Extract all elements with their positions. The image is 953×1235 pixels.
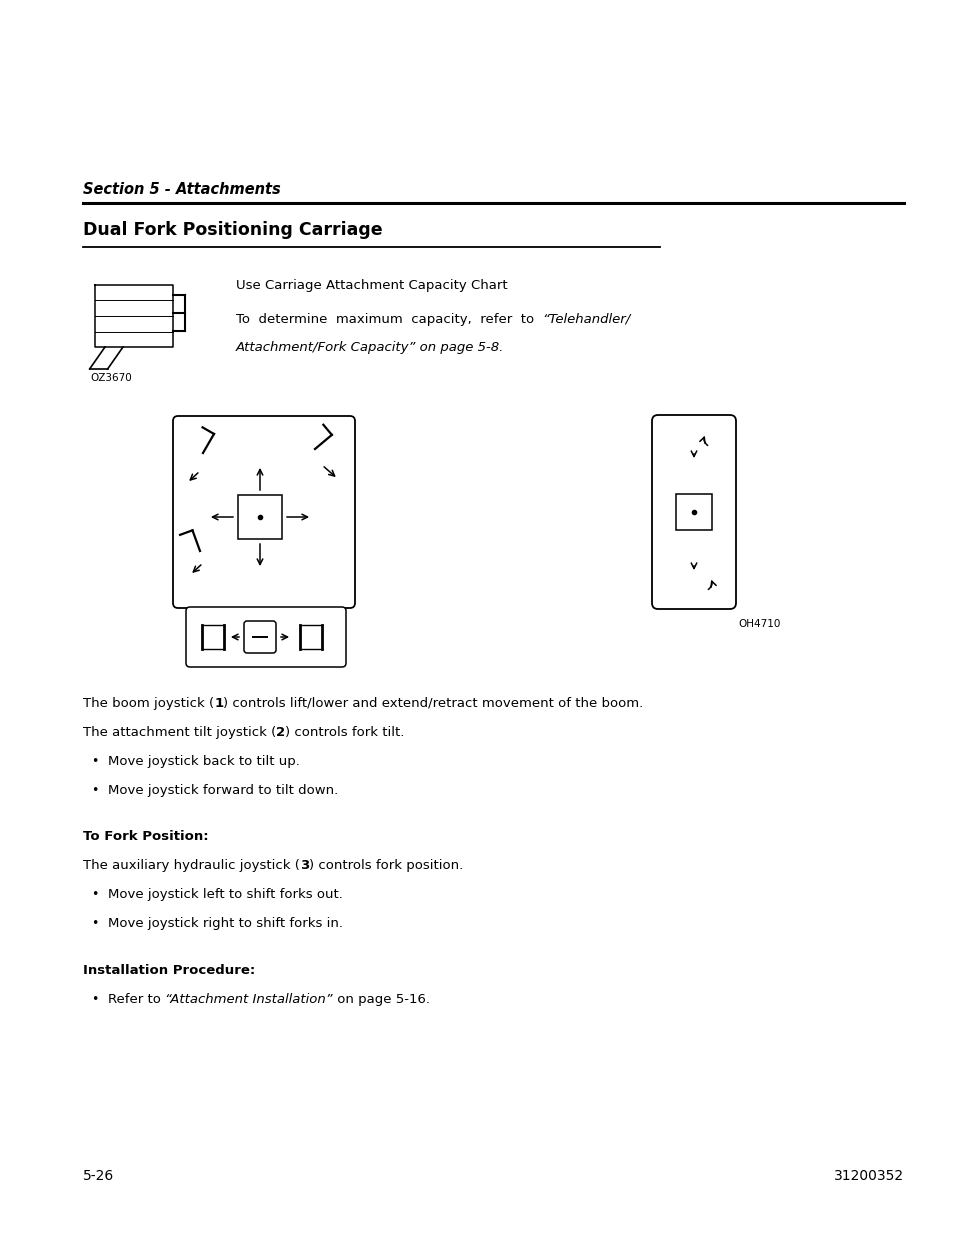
Text: •: • — [91, 993, 98, 1005]
FancyBboxPatch shape — [186, 606, 346, 667]
Bar — [237, 495, 282, 538]
Text: •: • — [91, 755, 98, 768]
Text: “Telehandler/: “Telehandler/ — [542, 312, 630, 326]
Text: on page 5-16.: on page 5-16. — [333, 993, 429, 1005]
Text: ) controls fork tilt.: ) controls fork tilt. — [285, 726, 404, 739]
Text: To Fork Position:: To Fork Position: — [83, 830, 209, 844]
FancyBboxPatch shape — [244, 621, 275, 653]
Text: OZ3670: OZ3670 — [90, 373, 132, 383]
Text: The attachment tilt joystick (: The attachment tilt joystick ( — [83, 726, 276, 739]
Text: “Attachment Installation”: “Attachment Installation” — [165, 993, 333, 1005]
Text: •: • — [91, 918, 98, 930]
Text: Move joystick left to shift forks out.: Move joystick left to shift forks out. — [108, 888, 342, 902]
Text: Attachment/Fork Capacity” on page 5-8.: Attachment/Fork Capacity” on page 5-8. — [235, 341, 504, 354]
Text: Move joystick right to shift forks in.: Move joystick right to shift forks in. — [108, 918, 343, 930]
FancyBboxPatch shape — [172, 416, 355, 608]
Text: Refer to: Refer to — [108, 993, 165, 1005]
Text: The auxiliary hydraulic joystick (: The auxiliary hydraulic joystick ( — [83, 860, 299, 872]
Text: 31200352: 31200352 — [833, 1170, 903, 1183]
Text: Dual Fork Positioning Carriage: Dual Fork Positioning Carriage — [83, 221, 382, 240]
Text: Section 5 - Attachments: Section 5 - Attachments — [83, 182, 280, 198]
Text: Installation Procedure:: Installation Procedure: — [83, 963, 255, 977]
Text: Move joystick back to tilt up.: Move joystick back to tilt up. — [108, 755, 299, 768]
Text: Use Carriage Attachment Capacity Chart: Use Carriage Attachment Capacity Chart — [235, 279, 507, 291]
Text: •: • — [91, 888, 98, 902]
Text: 5-26: 5-26 — [83, 1170, 114, 1183]
Text: The boom joystick (: The boom joystick ( — [83, 697, 213, 710]
Bar — [676, 494, 711, 530]
Text: 3: 3 — [299, 860, 309, 872]
Text: •: • — [91, 784, 98, 797]
Text: 1: 1 — [213, 697, 223, 710]
Text: OH4710: OH4710 — [738, 619, 780, 629]
FancyBboxPatch shape — [651, 415, 735, 609]
Text: Move joystick forward to tilt down.: Move joystick forward to tilt down. — [108, 784, 338, 797]
Text: To  determine  maximum  capacity,  refer  to: To determine maximum capacity, refer to — [235, 312, 542, 326]
Text: 2: 2 — [276, 726, 285, 739]
Text: ) controls lift/lower and extend/retract movement of the boom.: ) controls lift/lower and extend/retract… — [223, 697, 643, 710]
Text: ) controls fork position.: ) controls fork position. — [309, 860, 463, 872]
